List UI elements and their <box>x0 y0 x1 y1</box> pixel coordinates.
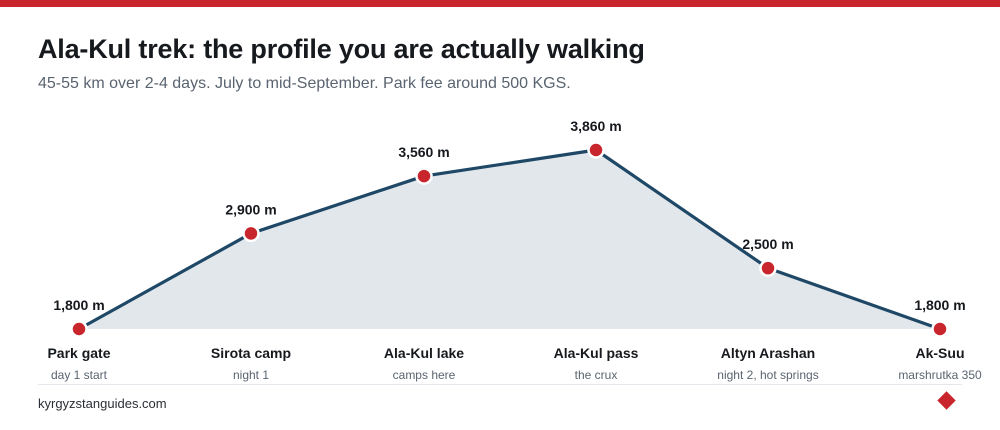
data-label: 3,560 m <box>398 144 449 160</box>
category-label: Altyn Arashan <box>721 345 815 361</box>
category-label: Ala-Kul lake <box>384 345 464 361</box>
category-sublabel: the crux <box>575 368 618 382</box>
elevation-point <box>931 320 949 338</box>
elevation-point <box>759 259 777 277</box>
chart-subtitle: 45-55 km over 2-4 days. July to mid-Sept… <box>38 75 571 92</box>
data-label: 2,500 m <box>742 236 793 252</box>
top-accent-bar <box>0 0 1000 7</box>
elevation-point <box>415 167 433 185</box>
category-label: Park gate <box>47 345 110 361</box>
category-sublabel: marshrutka 350 <box>898 368 982 382</box>
elevation-point <box>70 320 88 338</box>
data-label: 1,800 m <box>914 297 965 313</box>
elevation-line <box>77 148 942 331</box>
elevation-point <box>587 141 605 159</box>
elevation-point <box>242 224 260 243</box>
category-label: Sirota camp <box>211 345 291 361</box>
category-sublabel: night 2, hot springs <box>717 368 818 382</box>
data-label: 2,900 m <box>225 201 276 217</box>
chart-title: Ala-Kul trek: the profile you are actual… <box>38 34 645 64</box>
source-credit: kyrgyzstanguides.com <box>38 396 167 411</box>
category-label: Ak-Suu <box>916 345 965 361</box>
category-sublabel: camps here <box>393 368 456 382</box>
footer-divider <box>38 384 962 385</box>
data-label: 3,860 m <box>570 118 621 134</box>
elevation-area <box>79 150 940 329</box>
data-label: 1,800 m <box>53 297 104 313</box>
category-sublabel: day 1 start <box>51 368 108 382</box>
category-sublabel: night 1 <box>233 368 269 382</box>
category-label: Ala-Kul pass <box>554 345 639 361</box>
